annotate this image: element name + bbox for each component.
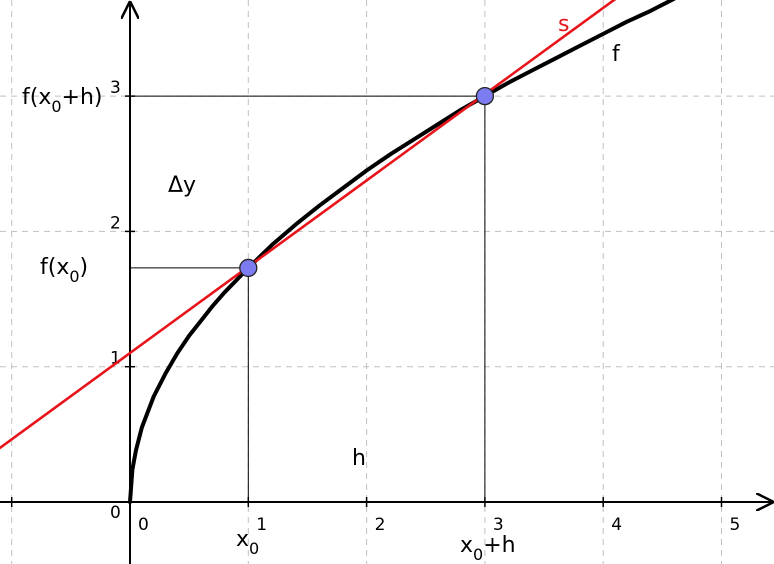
series-s-line <box>0 0 617 450</box>
delta-y-label: Δy <box>168 173 196 198</box>
y-tick-label: 1 <box>110 349 121 369</box>
x-tick-label: 5 <box>730 515 741 535</box>
f-curve-label: f <box>612 42 621 67</box>
y-tick-label: 2 <box>110 213 121 233</box>
guide-lines <box>130 95 486 502</box>
x-tick-label: 0 <box>138 515 149 535</box>
y-ticks: 0 1 2 3 <box>110 78 135 523</box>
x-tick-label: 4 <box>611 515 622 535</box>
f-x0-plus-h-label: f(x0+h) <box>22 85 103 116</box>
point-x0[interactable] <box>239 258 258 278</box>
point-x0h[interactable] <box>475 86 495 106</box>
x-ticks: 0 1 2 3 4 5 <box>10 497 741 535</box>
y-tick-label: 0 <box>110 503 121 523</box>
y-tick-label: 3 <box>110 78 121 98</box>
f-x0-label: f(x0) <box>40 255 88 286</box>
points-group <box>239 86 495 278</box>
x-tick-label: 1 <box>256 515 267 535</box>
x-tick-label: 2 <box>375 515 386 535</box>
x0-label: x0 <box>236 527 259 558</box>
x0-plus-h-label: x0+h <box>460 533 516 564</box>
h-label: h <box>352 446 366 471</box>
x-tick-label: 3 <box>493 515 504 535</box>
series-group <box>0 0 676 504</box>
series-f-line <box>128 0 676 504</box>
secant-label: s <box>558 12 569 37</box>
